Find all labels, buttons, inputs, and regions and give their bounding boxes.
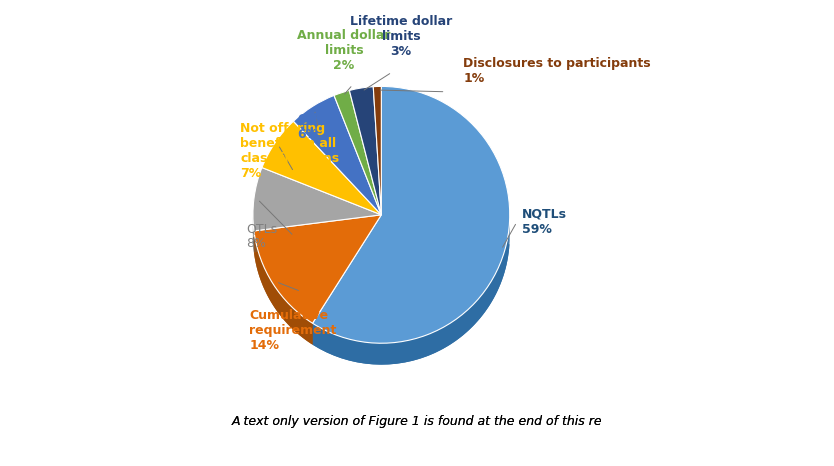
Text: Other
6%: Other 6% [298,113,338,141]
Polygon shape [290,306,292,329]
Polygon shape [299,313,300,336]
Polygon shape [461,310,467,337]
Polygon shape [285,300,287,323]
Text: Disclosures to participants
1%: Disclosures to participants 1% [464,57,651,85]
Polygon shape [289,304,290,327]
Polygon shape [492,273,496,301]
Polygon shape [302,315,304,338]
Polygon shape [308,320,309,343]
Polygon shape [273,284,274,307]
Wedge shape [262,121,381,215]
Polygon shape [280,295,282,317]
Polygon shape [434,329,441,353]
Polygon shape [319,327,326,352]
Polygon shape [478,293,483,321]
Text: Annual dollar
limits
2%: Annual dollar limits 2% [297,29,390,72]
Wedge shape [254,215,381,323]
Polygon shape [473,299,478,326]
Polygon shape [292,307,294,329]
Text: A text only version of Figure 1 is found at the end of this re: A text only version of Figure 1 is found… [232,415,602,428]
Polygon shape [306,319,308,342]
Wedge shape [253,168,381,231]
Polygon shape [298,312,299,335]
Text: Lifetime dollar
limits
3%: Lifetime dollar limits 3% [349,15,452,58]
Polygon shape [296,311,298,334]
Polygon shape [271,281,272,303]
Wedge shape [334,90,381,215]
Polygon shape [448,320,455,346]
Polygon shape [411,337,420,361]
Polygon shape [275,287,276,310]
Polygon shape [279,293,280,316]
Text: NQTLs
59%: NQTLs 59% [522,208,567,236]
Polygon shape [266,272,267,295]
Polygon shape [313,323,319,349]
Polygon shape [404,340,411,363]
Polygon shape [313,236,510,364]
Polygon shape [334,334,341,358]
Polygon shape [349,339,356,362]
Polygon shape [253,236,381,252]
Polygon shape [502,251,505,280]
Polygon shape [388,343,396,364]
Polygon shape [300,315,302,337]
Polygon shape [311,322,313,345]
Polygon shape [500,258,502,287]
Polygon shape [396,341,404,364]
Polygon shape [467,305,473,332]
Wedge shape [349,87,381,215]
Polygon shape [441,324,448,350]
Wedge shape [313,86,510,343]
Polygon shape [309,321,311,343]
Polygon shape [283,297,284,320]
Polygon shape [427,332,434,356]
Polygon shape [276,288,277,311]
Wedge shape [374,86,381,215]
Polygon shape [287,302,288,324]
Polygon shape [420,335,427,359]
Polygon shape [284,299,285,322]
Polygon shape [282,296,283,319]
Polygon shape [294,309,296,332]
Polygon shape [496,266,500,294]
Polygon shape [455,315,461,342]
Polygon shape [267,274,269,297]
Polygon shape [274,285,275,308]
Polygon shape [326,331,334,356]
Text: Cumulative
requirement
14%: Cumulative requirement 14% [249,309,337,352]
Text: QTLs
8%: QTLs 8% [246,222,277,250]
Polygon shape [341,337,349,360]
Polygon shape [304,318,306,341]
Polygon shape [483,287,488,314]
Polygon shape [488,280,492,308]
Polygon shape [372,343,380,364]
Polygon shape [508,227,509,257]
Polygon shape [380,343,388,364]
Polygon shape [277,290,279,313]
Wedge shape [294,96,381,215]
Polygon shape [356,341,364,363]
Polygon shape [364,342,372,364]
Text: Not offering
benefits in all
classifications
7%: Not offering benefits in all classificat… [240,122,339,179]
Text: A text only version of Figure 1 is found at the end of this re: A text only version of Figure 1 is found… [232,415,602,428]
Polygon shape [269,277,270,300]
Polygon shape [506,235,508,264]
Polygon shape [254,236,381,345]
Polygon shape [272,282,273,305]
Polygon shape [270,279,271,302]
Polygon shape [505,243,506,272]
Polygon shape [288,303,289,326]
